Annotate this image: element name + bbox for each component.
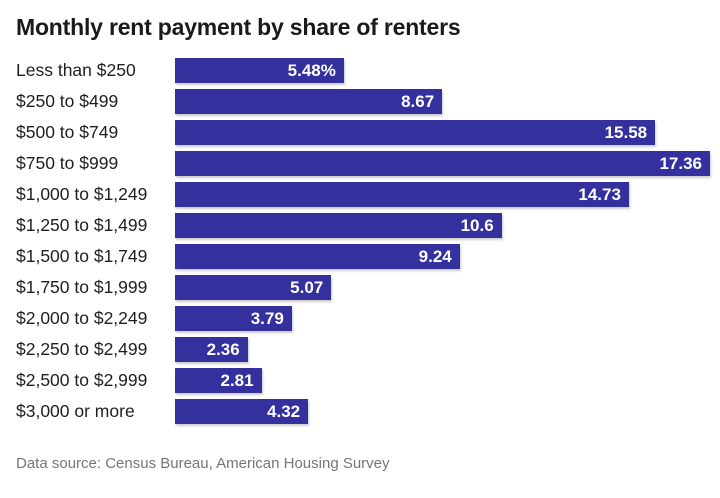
chart-row: Less than $250 5.48% [16,58,720,83]
chart-title: Monthly rent payment by share of renters [16,14,461,40]
chart-row: $3,000 or more 4.32 [16,399,720,424]
bar-track: 3.79 [175,306,710,331]
category-label: $1,000 to $1,249 [16,184,148,204]
category-label: $500 to $749 [16,122,119,142]
bar-track: 15.58 [175,120,710,145]
bar: 15.58 [175,120,656,145]
bar-value-label: 2.36 [206,339,240,359]
category-label: $250 to $499 [16,91,119,111]
bar-track: 10.6 [175,213,710,238]
bar-track: 9.24 [175,244,710,269]
bar: 2.81 [175,368,262,393]
category-label: $1,250 to $1,499 [16,215,148,235]
bar: 4.32 [175,399,309,424]
bar: 10.6 [175,213,502,238]
bar-value-label: 10.6 [460,215,494,235]
category-label: $2,500 to $2,999 [16,370,148,390]
bar: 5.48% [175,58,344,83]
bar: 5.07 [175,275,332,300]
category-label: $2,000 to $2,249 [16,308,148,328]
bar: 2.36 [175,337,248,362]
bar-track: 8.67 [175,89,710,114]
bar-value-label: 17.36 [659,153,702,173]
bar-track: 2.81 [175,368,710,393]
bar-track: 5.48% [175,58,710,83]
chart-row: $1,250 to $1,499 10.6 [16,213,720,238]
bar-value-label: 2.81 [220,370,254,390]
bar-value-label: 8.67 [401,91,435,111]
category-label: Less than $250 [16,60,136,80]
category-label: $750 to $999 [16,153,119,173]
chart-row: $1,500 to $1,749 9.24 [16,244,720,269]
chart-row: $750 to $999 17.36 [16,151,720,176]
bar-value-label: 14.73 [578,184,621,204]
bar-value-label: 5.07 [290,277,324,297]
bar-track: 17.36 [175,151,710,176]
bar-track: 4.32 [175,399,710,424]
bar-track: 5.07 [175,275,710,300]
bar: 17.36 [175,151,710,176]
bar-value-label: 9.24 [418,246,452,266]
chart-row: $2,500 to $2,999 2.81 [16,368,720,393]
chart-row: $250 to $499 8.67 [16,89,720,114]
chart-row: $1,750 to $1,999 5.07 [16,275,720,300]
bar: 14.73 [175,182,629,207]
bar-chart: Less than $250 5.48% $250 to $499 8.67 $… [16,58,720,424]
bar-value-label: 4.32 [267,401,301,421]
bar-track: 14.73 [175,182,710,207]
chart-row: $500 to $749 15.58 [16,120,720,145]
category-label: $1,500 to $1,749 [16,246,148,266]
chart-row: $2,000 to $2,249 3.79 [16,306,720,331]
chart-row: $1,000 to $1,249 14.73 [16,182,720,207]
category-label: $2,250 to $2,499 [16,339,148,359]
bar: 9.24 [175,244,460,269]
data-source-note: Data source: Census Bureau, American Hou… [16,455,390,472]
bar-value-label: 3.79 [250,308,284,328]
bar-value-label: 15.58 [604,122,648,142]
bar: 8.67 [175,89,443,114]
bar: 3.79 [175,306,292,331]
chart-row: $2,250 to $2,499 2.36 [16,337,720,362]
category-label: $3,000 or more [16,401,135,421]
bar-value-label: 5.48% [287,60,336,80]
category-label: $1,750 to $1,999 [16,277,148,297]
bar-track: 2.36 [175,337,710,362]
